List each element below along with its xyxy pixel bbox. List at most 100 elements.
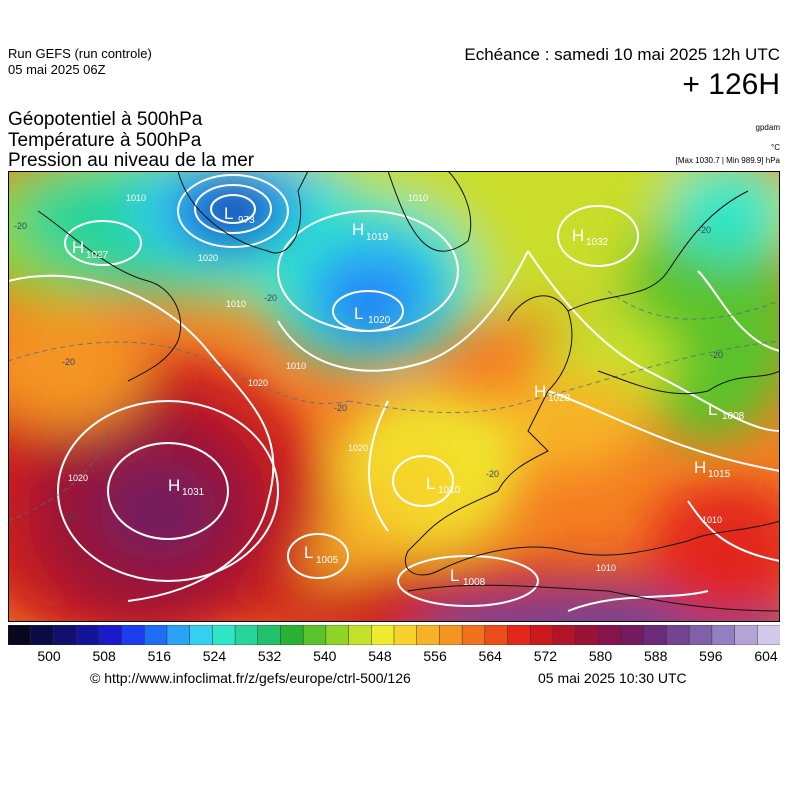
center-letter: L bbox=[304, 543, 313, 562]
color-scale-tick: 588 bbox=[644, 648, 668, 664]
color-scale-tick: 572 bbox=[533, 648, 558, 664]
pressure-centers: H 1027 L 973 H 1019 H 1032 L 1020 H 1031 L 1005… bbox=[72, 204, 745, 588]
coastlines bbox=[37, 171, 780, 612]
color-swatch bbox=[598, 625, 622, 645]
center-value: 1020 bbox=[368, 315, 391, 326]
color-swatch bbox=[75, 625, 100, 645]
pressure-center: H 1015 bbox=[694, 458, 731, 480]
valid-time: Echéance : samedi 10 mai 2025 12h UTC bbox=[464, 45, 780, 64]
isobar-label: 1010 bbox=[702, 515, 722, 525]
color-scale-ticks: 500 508 516 524 532 540 548 556 564 572 580 588 596 6… bbox=[0, 648, 788, 668]
center-letter: H bbox=[694, 458, 706, 477]
isobar-label: 1010 bbox=[126, 193, 146, 203]
color-swatch bbox=[529, 625, 554, 645]
isobar-label: 1020 bbox=[68, 473, 88, 483]
color-swatch bbox=[302, 625, 327, 645]
color-scale-tick: 556 bbox=[423, 648, 447, 664]
temperature-label: -10 bbox=[64, 513, 77, 523]
isobars bbox=[8, 174, 780, 612]
center-value: 1008 bbox=[722, 411, 745, 422]
color-swatch bbox=[439, 625, 463, 645]
color-swatch bbox=[30, 625, 55, 645]
color-swatch bbox=[212, 625, 236, 645]
issued-time: 05 mai 2025 10:30 UTC bbox=[538, 670, 687, 686]
center-letter: H bbox=[534, 382, 546, 401]
center-value: 1008 bbox=[463, 577, 486, 588]
unit-temperature: °C bbox=[771, 143, 780, 152]
pressure-center: H 1028 bbox=[534, 382, 571, 404]
center-letter: H bbox=[72, 238, 84, 257]
color-swatch bbox=[575, 625, 600, 645]
center-value: 1027 bbox=[86, 250, 109, 261]
color-swatch bbox=[552, 625, 577, 645]
pressure-center: L 1008 bbox=[708, 400, 745, 422]
color-swatch bbox=[507, 625, 531, 645]
pressure-center: L 1008 bbox=[450, 566, 486, 588]
color-swatch bbox=[98, 625, 123, 645]
center-value: 1015 bbox=[708, 469, 731, 480]
source-credit: © http://www.infoclimat.fr/z/gefs/europe… bbox=[90, 670, 411, 686]
pressure-center: L 973 bbox=[224, 204, 255, 226]
color-scale-tick: 524 bbox=[202, 648, 227, 664]
color-swatch bbox=[143, 625, 168, 645]
color-swatch bbox=[711, 625, 736, 645]
isobar-labels: 1010 1020 1010 1010 1020 1020 1010 1010 … bbox=[68, 193, 722, 573]
pressure-center: H 1031 bbox=[168, 476, 205, 498]
color-swatch bbox=[8, 625, 32, 645]
center-letter: H bbox=[352, 220, 364, 239]
temperature-label: -20 bbox=[698, 225, 711, 235]
color-scale-tick: 564 bbox=[478, 648, 502, 664]
forecast-map: H 1027 L 973 H 1019 H 1032 L 1020 H 1031 L 1005… bbox=[8, 171, 780, 622]
isobar-label: 1020 bbox=[198, 253, 218, 263]
color-swatch bbox=[348, 625, 372, 645]
color-scale-tick: 532 bbox=[257, 648, 282, 664]
unit-geopotential: gpdam bbox=[755, 123, 780, 132]
isobar-label: 1010 bbox=[226, 299, 246, 309]
color-scale-tick: 508 bbox=[92, 648, 116, 664]
pressure-center: H 1032 bbox=[572, 226, 609, 248]
geopotential-field bbox=[8, 171, 780, 622]
color-scale-tick: 500 bbox=[37, 648, 61, 664]
temperature-label: -20 bbox=[334, 403, 347, 413]
color-swatch bbox=[257, 625, 282, 645]
color-swatch bbox=[371, 625, 395, 645]
color-swatch bbox=[484, 625, 509, 645]
center-letter: H bbox=[572, 226, 584, 245]
color-scale-tick: 604 bbox=[754, 648, 778, 664]
center-value: 1010 bbox=[438, 485, 461, 496]
color-scale-tick: 596 bbox=[699, 648, 723, 664]
color-scale-bar bbox=[8, 625, 780, 645]
center-value: 1028 bbox=[548, 393, 571, 404]
center-letter: H bbox=[168, 476, 180, 495]
layer-temperature: Température à 500hPa bbox=[8, 130, 202, 151]
center-letter: L bbox=[224, 204, 233, 223]
center-letter: L bbox=[708, 400, 717, 419]
color-swatch bbox=[234, 625, 259, 645]
color-swatch bbox=[121, 625, 145, 645]
color-swatch bbox=[393, 625, 418, 645]
lead-time: + 126H bbox=[682, 68, 780, 101]
unit-pressure-range: [Max 1030.7 | Min 989.9] hPa bbox=[675, 156, 780, 165]
center-value: 1019 bbox=[366, 232, 389, 243]
color-swatch bbox=[325, 625, 350, 645]
temperature-contours bbox=[8, 290, 780, 522]
temperature-label: -20 bbox=[710, 350, 723, 360]
pressure-center: L 1005 bbox=[304, 543, 339, 566]
temperature-label: -20 bbox=[486, 469, 499, 479]
color-swatch bbox=[461, 625, 486, 645]
isobar-label: 1020 bbox=[248, 378, 268, 388]
color-swatch bbox=[53, 625, 77, 645]
temperature-labels: -20 -20 -20 -20 -20 -10 -20 -20 bbox=[14, 221, 723, 523]
color-swatch bbox=[734, 625, 758, 645]
center-value: 1031 bbox=[182, 487, 205, 498]
center-letter: L bbox=[354, 304, 363, 323]
isobar-label: 1010 bbox=[286, 361, 306, 371]
color-scale-tick: 580 bbox=[588, 648, 613, 664]
temperature-label: -20 bbox=[264, 293, 277, 303]
layer-pressure: Pression au niveau de la mer bbox=[8, 150, 255, 171]
color-scale-tick: 540 bbox=[313, 648, 337, 664]
isobar-label: 1010 bbox=[408, 193, 428, 203]
center-value: 973 bbox=[238, 215, 255, 226]
center-value: 1005 bbox=[316, 555, 339, 566]
